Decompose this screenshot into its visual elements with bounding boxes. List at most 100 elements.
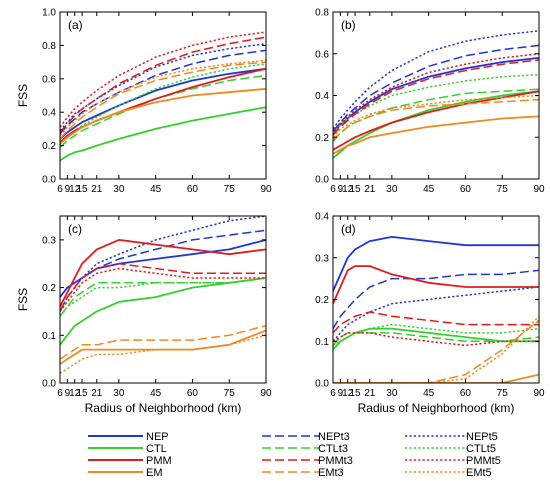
- series-line-pmmt5: [60, 267, 266, 312]
- panel-a-frame: [59, 11, 267, 180]
- y-tick-label: 1.0: [42, 8, 56, 19]
- legend-label: PMM: [146, 455, 172, 467]
- series-line-nept5: [60, 42, 266, 132]
- panel-label: (b): [341, 18, 356, 32]
- legend-item-nep: NEP: [88, 431, 169, 443]
- x-tick-label: 75: [497, 184, 509, 195]
- y-tick-label: 0.4: [315, 212, 329, 223]
- series-line-ctlt3: [333, 332, 539, 346]
- legend-item-emt5: EMt5: [405, 467, 492, 479]
- legend-label: PMMt5: [466, 455, 501, 467]
- x-tick-label: 60: [460, 184, 472, 195]
- x-tick-label: 9: [338, 184, 344, 195]
- series-line-pmmt5: [60, 31, 266, 128]
- panel-c-series: [60, 216, 266, 375]
- x-tick-label: 9: [338, 388, 344, 399]
- x-tick-label: 12: [342, 388, 354, 399]
- y-axis-label: FSS: [16, 84, 30, 107]
- series-line-emt3: [60, 324, 266, 360]
- x-tick-label: 15: [77, 184, 89, 195]
- x-tick-label: 90: [260, 184, 272, 195]
- series-line-pmmt3: [60, 262, 266, 312]
- x-tick-label: 45: [150, 388, 162, 399]
- x-tick-label: 21: [364, 184, 376, 195]
- series-line-em: [60, 87, 266, 145]
- x-tick-label: 15: [350, 388, 362, 399]
- series-line-ctlt3: [60, 277, 266, 317]
- y-tick-label: 0.2: [315, 295, 329, 306]
- panel-label: (c): [68, 222, 82, 236]
- legend-label: CTL: [146, 443, 167, 455]
- legend-label: NEP: [146, 431, 169, 443]
- y-tick-label: 0.6: [315, 49, 329, 60]
- x-axis-label: Radius of Neighborhood (km): [85, 401, 242, 415]
- x-tick-label: 60: [187, 184, 199, 195]
- series-line-pmm: [333, 265, 539, 305]
- x-tick-label: 9: [65, 388, 71, 399]
- legend-item-nept5: NEPt5: [405, 431, 498, 443]
- y-tick-label: 0.2: [42, 283, 56, 294]
- y-axis-label: FSS: [16, 288, 30, 311]
- series-line-nep: [60, 67, 266, 140]
- series-line-emt3: [60, 61, 266, 140]
- x-tick-label: 30: [113, 388, 125, 399]
- series-line-pmm: [333, 90, 539, 151]
- x-tick-label: 75: [224, 388, 236, 399]
- series-line-pmm: [60, 239, 266, 308]
- panel-b-series: [333, 30, 539, 159]
- x-tick-label: 21: [91, 184, 103, 195]
- y-tick-label: 0.1: [315, 337, 329, 348]
- legend-label: EMt3: [318, 467, 344, 479]
- x-tick-label: 75: [497, 388, 509, 399]
- legend-item-ctlt5: CTLt5: [405, 443, 496, 455]
- y-tick-label: 0.6: [42, 74, 56, 85]
- x-tick-label: 21: [364, 388, 376, 399]
- series-line-pmmt3: [333, 311, 539, 334]
- series-line-em: [333, 115, 539, 155]
- legend-item-emt3: EMt3: [262, 467, 344, 479]
- series-line-pmmt5: [333, 53, 539, 132]
- x-tick-label: 15: [77, 388, 89, 399]
- y-tick-label: 0.0: [315, 379, 329, 390]
- y-tick-label: 0.1: [42, 331, 56, 342]
- y-tick-label: 0.2: [42, 141, 56, 152]
- y-tick-label: 0.0: [42, 175, 56, 186]
- y-tick-label: 0.3: [42, 235, 56, 246]
- series-line-nept5: [333, 286, 539, 342]
- panel-a-series: [60, 31, 266, 162]
- x-tick-label: 90: [260, 388, 272, 399]
- x-axis-label: Radius of Neighborhood (km): [358, 401, 515, 415]
- x-tick-label: 12: [69, 184, 81, 195]
- x-tick-label: 90: [533, 388, 545, 399]
- legend-item-pmmt5: PMMt5: [405, 455, 501, 467]
- x-tick-label: 60: [460, 388, 472, 399]
- legend-label: CTLt5: [466, 443, 496, 455]
- x-tick-label: 30: [113, 184, 125, 195]
- legend-item-ctlt3: CTLt3: [262, 443, 348, 455]
- legend-label: EMt5: [466, 467, 492, 479]
- panel-c-frame: [59, 215, 267, 384]
- y-tick-label: 0.0: [42, 379, 56, 390]
- x-tick-label: 30: [386, 184, 398, 195]
- legend-label: NEPt3: [318, 431, 350, 443]
- series-line-emt5: [333, 94, 539, 138]
- legend-item-pmmt3: PMMt3: [262, 455, 353, 467]
- series-line-nep: [333, 236, 539, 292]
- legend-item-nept3: NEPt3: [262, 431, 350, 443]
- x-tick-label: 45: [423, 388, 435, 399]
- x-tick-label: 15: [350, 184, 362, 195]
- x-tick-label: 6: [57, 388, 63, 399]
- series-line-emt3: [333, 98, 539, 140]
- legend-item-em: EM: [88, 467, 163, 479]
- legend-label: NEPt5: [466, 431, 498, 443]
- series-line-emt5: [333, 315, 539, 383]
- series-line-nept5: [333, 30, 539, 130]
- legend-label: CTLt3: [318, 443, 348, 455]
- y-tick-label: 0.3: [315, 253, 329, 264]
- x-tick-label: 9: [65, 184, 71, 195]
